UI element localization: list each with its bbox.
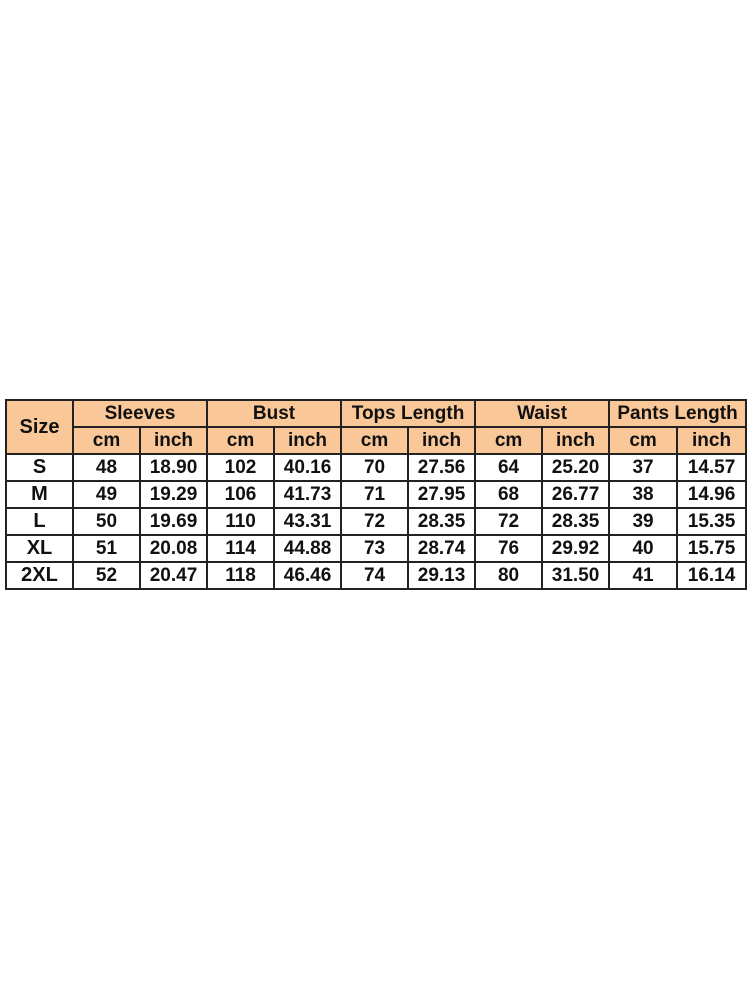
header-pants-length: Pants Length bbox=[608, 399, 748, 428]
measurement-cell: 39 bbox=[608, 507, 679, 536]
header-unit-cm: cm bbox=[72, 426, 141, 455]
measurement-cell: 15.35 bbox=[676, 507, 748, 536]
measurement-cell: 25.20 bbox=[541, 453, 611, 482]
measurement-cell: 46.46 bbox=[273, 561, 343, 590]
table-row: L 50 19.69 110 43.31 72 28.35 72 28.35 39 15.35 bbox=[5, 507, 748, 536]
header-unit-inch: inch bbox=[273, 426, 343, 455]
measurement-cell: 74 bbox=[340, 561, 410, 590]
table-row: M 49 19.29 106 41.73 71 27.95 68 26.77 38 14.96 bbox=[5, 480, 748, 509]
size-chart-table: Size Sleeves Bust Tops Length Waist Pant… bbox=[5, 399, 748, 590]
measurement-cell: 20.08 bbox=[138, 534, 209, 563]
size-label-cell: S bbox=[5, 453, 74, 482]
measurement-cell: 68 bbox=[474, 480, 544, 509]
size-label-cell: XL bbox=[5, 534, 74, 563]
measurement-cell: 110 bbox=[206, 507, 276, 536]
measurement-cell: 50 bbox=[72, 507, 141, 536]
header-size: Size bbox=[5, 399, 74, 455]
measurement-cell: 118 bbox=[206, 561, 276, 590]
measurement-cell: 16.14 bbox=[676, 561, 748, 590]
size-label-cell: M bbox=[5, 480, 74, 509]
measurement-cell: 40 bbox=[608, 534, 679, 563]
measurement-cell: 15.75 bbox=[676, 534, 748, 563]
header-unit-inch: inch bbox=[407, 426, 477, 455]
table-row: 2XL 52 20.47 118 46.46 74 29.13 80 31.50 41 16.14 bbox=[5, 561, 748, 590]
size-label-cell: L bbox=[5, 507, 74, 536]
measurement-cell: 29.92 bbox=[541, 534, 611, 563]
header-tops-length: Tops Length bbox=[340, 399, 477, 428]
header-row-units: cm inch cm inch cm inch cm inch cm inch bbox=[6, 426, 748, 455]
measurement-cell: 28.74 bbox=[407, 534, 477, 563]
measurement-cell: 27.56 bbox=[407, 453, 477, 482]
measurement-cell: 71 bbox=[340, 480, 410, 509]
measurement-cell: 18.90 bbox=[138, 453, 209, 482]
measurement-cell: 37 bbox=[608, 453, 679, 482]
measurement-cell: 73 bbox=[340, 534, 410, 563]
header-unit-inch: inch bbox=[676, 426, 748, 455]
header-unit-cm: cm bbox=[474, 426, 544, 455]
measurement-cell: 51 bbox=[72, 534, 141, 563]
header-unit-cm: cm bbox=[340, 426, 410, 455]
header-unit-cm: cm bbox=[206, 426, 276, 455]
measurement-cell: 19.69 bbox=[138, 507, 209, 536]
measurement-cell: 48 bbox=[72, 453, 141, 482]
measurement-cell: 31.50 bbox=[541, 561, 611, 590]
measurement-cell: 80 bbox=[474, 561, 544, 590]
measurement-cell: 72 bbox=[474, 507, 544, 536]
measurement-cell: 14.96 bbox=[676, 480, 748, 509]
header-unit-cm: cm bbox=[608, 426, 679, 455]
measurement-cell: 28.35 bbox=[541, 507, 611, 536]
header-unit-inch: inch bbox=[138, 426, 209, 455]
measurement-cell: 40.16 bbox=[273, 453, 343, 482]
table-row: S 48 18.90 102 40.16 70 27.56 64 25.20 37 14.57 bbox=[5, 453, 748, 482]
header-unit-inch: inch bbox=[541, 426, 611, 455]
measurement-cell: 41.73 bbox=[273, 480, 343, 509]
header-sleeves: Sleeves bbox=[71, 399, 209, 428]
measurement-cell: 49 bbox=[72, 480, 141, 509]
measurement-cell: 70 bbox=[340, 453, 410, 482]
table-row: XL 51 20.08 114 44.88 73 28.74 76 29.92 40 15.75 bbox=[5, 534, 748, 563]
size-label-cell: 2XL bbox=[5, 561, 74, 590]
header-bust: Bust bbox=[206, 399, 343, 428]
measurement-cell: 76 bbox=[474, 534, 544, 563]
header-row-groups: Size Sleeves Bust Tops Length Waist Pant… bbox=[5, 399, 748, 455]
measurement-cell: 72 bbox=[340, 507, 410, 536]
measurement-cell: 52 bbox=[72, 561, 141, 590]
measurement-cell: 43.31 bbox=[273, 507, 343, 536]
measurement-cell: 41 bbox=[608, 561, 679, 590]
measurement-cell: 44.88 bbox=[273, 534, 343, 563]
measurement-cell: 26.77 bbox=[541, 480, 611, 509]
measurement-cell: 27.95 bbox=[407, 480, 477, 509]
measurement-cell: 14.57 bbox=[676, 453, 748, 482]
measurement-cell: 114 bbox=[206, 534, 276, 563]
measurement-cell: 20.47 bbox=[138, 561, 209, 590]
header-waist: Waist bbox=[474, 399, 611, 428]
measurement-cell: 106 bbox=[206, 480, 276, 509]
measurement-cell: 28.35 bbox=[407, 507, 477, 536]
measurement-cell: 19.29 bbox=[138, 480, 209, 509]
measurement-cell: 29.13 bbox=[407, 561, 477, 590]
measurement-cell: 102 bbox=[206, 453, 276, 482]
measurement-cell: 64 bbox=[474, 453, 544, 482]
measurement-cell: 38 bbox=[608, 480, 679, 509]
